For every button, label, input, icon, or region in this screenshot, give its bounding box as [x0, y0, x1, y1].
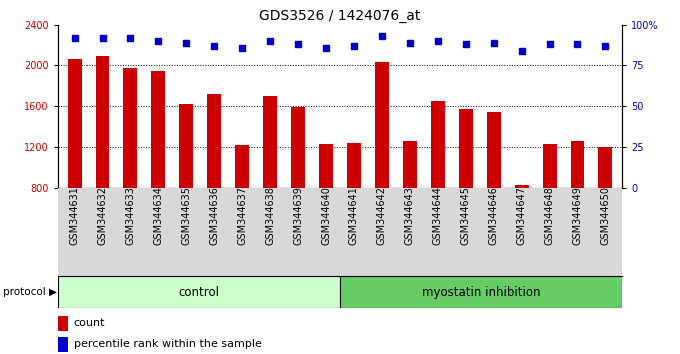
- Bar: [58, 337, 68, 352]
- Point: [209, 43, 220, 49]
- Bar: [263, 96, 277, 269]
- Point: [516, 48, 527, 54]
- Point: [488, 40, 499, 46]
- Bar: [58, 276, 340, 308]
- Point: [572, 41, 583, 47]
- Bar: [207, 94, 221, 269]
- Point: [460, 41, 471, 47]
- Point: [349, 43, 360, 49]
- Text: control: control: [178, 286, 220, 298]
- Point: [292, 41, 303, 47]
- Bar: [235, 145, 249, 269]
- Bar: [571, 141, 585, 269]
- Bar: [543, 144, 556, 269]
- Bar: [180, 104, 193, 269]
- Point: [69, 35, 80, 41]
- Bar: [95, 56, 109, 269]
- Point: [97, 35, 108, 41]
- Point: [544, 41, 555, 47]
- Bar: [403, 141, 417, 269]
- Bar: [487, 112, 500, 269]
- Bar: [340, 276, 622, 308]
- Bar: [459, 109, 473, 269]
- Bar: [431, 101, 445, 269]
- Bar: [375, 62, 389, 269]
- Bar: [152, 70, 165, 269]
- Bar: [347, 143, 361, 269]
- Bar: [291, 107, 305, 269]
- Text: GDS3526 / 1424076_at: GDS3526 / 1424076_at: [259, 9, 421, 23]
- Point: [181, 40, 192, 46]
- Point: [405, 40, 415, 46]
- Point: [600, 43, 611, 49]
- Text: count: count: [73, 318, 105, 328]
- Bar: [598, 147, 613, 269]
- Point: [432, 38, 443, 44]
- Bar: [515, 184, 528, 269]
- Text: myostatin inhibition: myostatin inhibition: [422, 286, 541, 298]
- Bar: [319, 144, 333, 269]
- Text: percentile rank within the sample: percentile rank within the sample: [73, 339, 262, 349]
- Point: [153, 38, 164, 44]
- Point: [377, 33, 388, 39]
- Point: [320, 45, 331, 50]
- Point: [125, 35, 136, 41]
- Text: protocol ▶: protocol ▶: [3, 287, 57, 297]
- Bar: [67, 59, 82, 269]
- Bar: [124, 68, 137, 269]
- Point: [237, 45, 248, 50]
- Point: [265, 38, 275, 44]
- Bar: [58, 316, 68, 331]
